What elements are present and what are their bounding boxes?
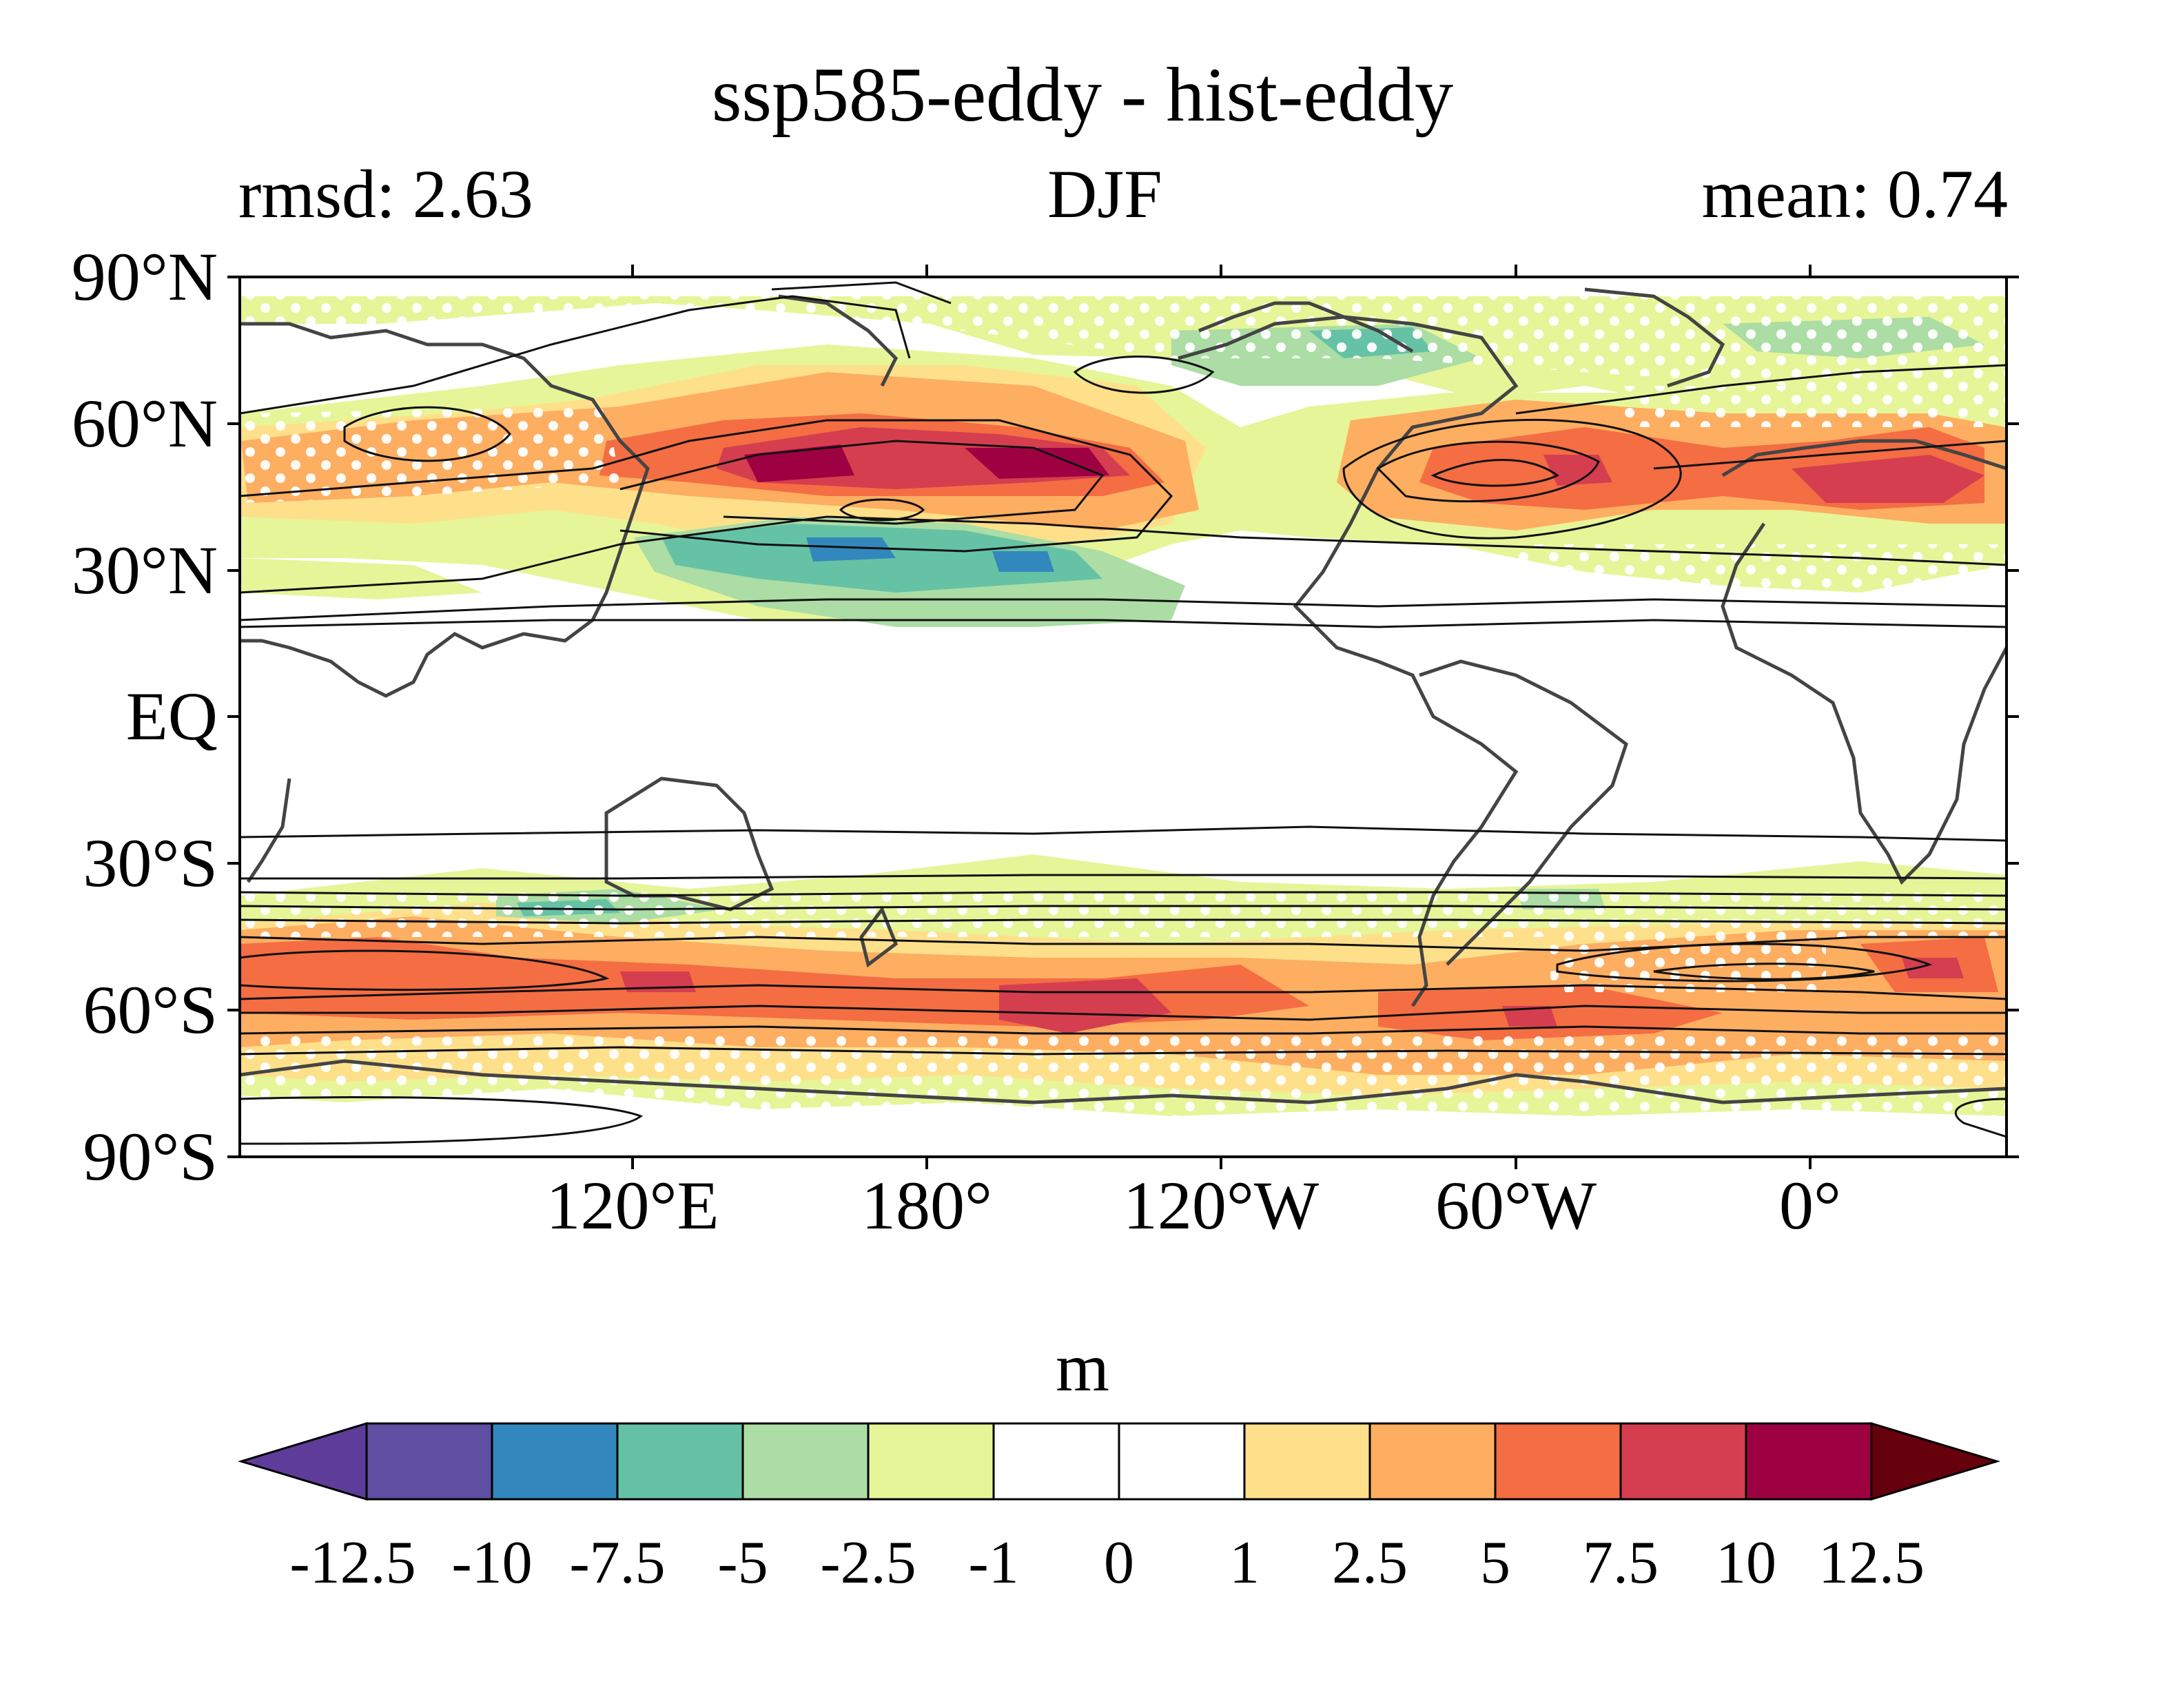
colorbar-tick-label: 1 — [1229, 1530, 1260, 1596]
colorbar-bin — [1118, 1422, 1246, 1501]
lon-ticks — [631, 265, 1812, 1169]
colorbar-bin — [491, 1422, 619, 1501]
colorbar-tick-label: 5 — [1480, 1530, 1510, 1596]
colorbar-bin — [1619, 1422, 1747, 1501]
colorbar-bin — [741, 1422, 870, 1501]
colorbar-tick-label: 12.5 — [1818, 1530, 1925, 1596]
colorbar-tick-label: 7.5 — [1583, 1530, 1659, 1596]
lat-ticks — [227, 276, 2019, 1158]
rmsd-label: rmsd: 2.63 — [238, 156, 533, 232]
colorbar-tick-label: -10 — [451, 1530, 533, 1596]
lat-label-90s: 90°S — [83, 1118, 218, 1195]
lat-label-eq: EQ — [125, 678, 218, 754]
lat-label-90n: 90°N — [71, 238, 218, 315]
colorbar-extend-high — [1870, 1421, 2001, 1501]
colorbar-tick-label: 0 — [1104, 1530, 1134, 1596]
colorbar-bin — [1368, 1422, 1497, 1501]
colorbar-tick-label: -7.5 — [569, 1530, 666, 1596]
colorbar-tick-label: 2.5 — [1332, 1530, 1408, 1596]
contour-lines — [240, 281, 2007, 1145]
lon-label-120w: 120°W — [1122, 1167, 1320, 1244]
map-title: ssp585-eddy - hist-eddy — [711, 52, 1454, 138]
lon-label-120e: 120°E — [546, 1167, 719, 1244]
lon-label-0: 0° — [1779, 1167, 1841, 1244]
lat-label-30s: 30°S — [83, 825, 218, 901]
significance-stippling — [240, 296, 2007, 1116]
coastlines — [240, 287, 2007, 1104]
colorbar-extend-low — [237, 1421, 368, 1501]
colorbar-tick-label: 10 — [1716, 1530, 1776, 1596]
colorbar-bin — [616, 1422, 744, 1501]
map-frame — [227, 265, 2019, 1169]
colorbar-tick-label: -1 — [968, 1530, 1019, 1596]
colorbar-bin — [992, 1422, 1120, 1501]
season-label: DJF — [1047, 156, 1162, 232]
lat-label-30n: 30°N — [71, 532, 218, 608]
colorbar-units: m — [1056, 1329, 1109, 1406]
map-field — [240, 281, 2007, 1145]
lat-label-60s: 60°S — [83, 971, 218, 1048]
colorbar — [237, 1421, 2001, 1501]
colorbar-tick-label: -2.5 — [820, 1530, 916, 1596]
colorbar-tick-label: -12.5 — [289, 1530, 416, 1596]
lon-label-180: 180° — [861, 1167, 992, 1244]
colorbar-bin — [1243, 1422, 1371, 1501]
colorbar-tick-label: -5 — [717, 1530, 768, 1596]
lon-label-60w: 60°W — [1435, 1167, 1597, 1244]
colorbar-bin — [365, 1422, 493, 1501]
colorbar-bin — [867, 1422, 995, 1501]
colorbar-bin — [1494, 1422, 1622, 1501]
lat-label-60n: 60°N — [71, 385, 218, 462]
colorbar-bin — [1745, 1422, 1873, 1501]
mean-label: mean: 0.74 — [1701, 156, 2008, 232]
